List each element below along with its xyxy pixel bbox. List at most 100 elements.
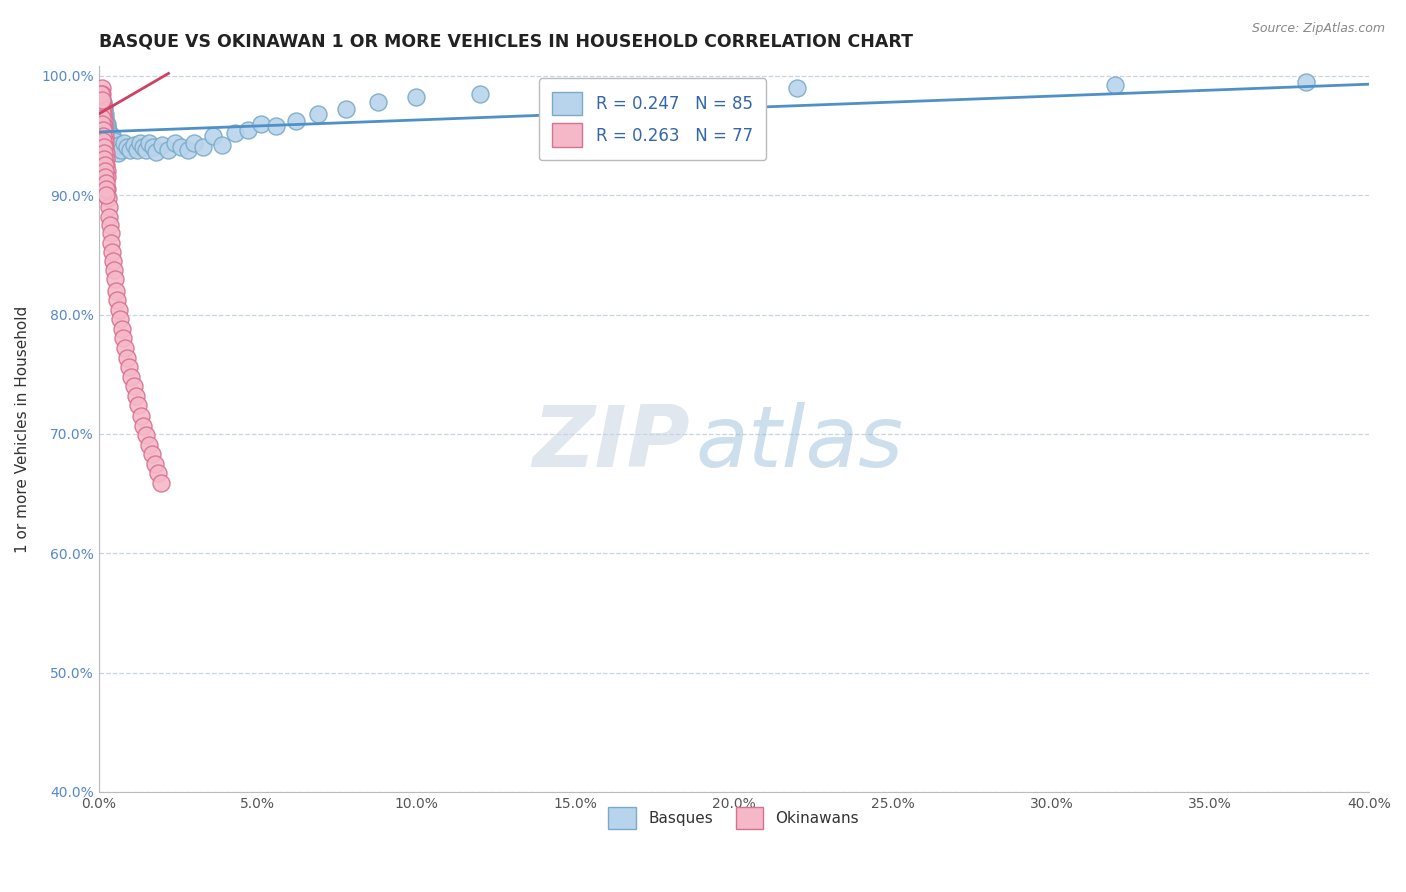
Point bbox=[122, 379, 145, 393]
Point bbox=[93, 122, 115, 136]
Point bbox=[128, 136, 150, 150]
Point bbox=[91, 98, 114, 112]
Legend: Basques, Okinawans: Basques, Okinawans bbox=[602, 801, 865, 835]
Point bbox=[96, 188, 118, 202]
Point bbox=[468, 87, 491, 101]
Point bbox=[93, 131, 115, 145]
Point bbox=[100, 135, 122, 149]
Point bbox=[93, 119, 115, 133]
Point bbox=[103, 135, 125, 149]
Point bbox=[90, 104, 112, 119]
Point bbox=[91, 128, 114, 143]
Point bbox=[90, 80, 112, 95]
Point bbox=[90, 87, 112, 101]
Point bbox=[96, 170, 118, 185]
Point bbox=[97, 126, 120, 140]
Point bbox=[90, 93, 112, 107]
Point bbox=[129, 409, 152, 423]
Point bbox=[367, 95, 389, 109]
Point bbox=[110, 143, 132, 157]
Point bbox=[100, 235, 122, 250]
Point bbox=[90, 98, 112, 112]
Point bbox=[94, 176, 117, 190]
Text: ZIP: ZIP bbox=[531, 402, 689, 485]
Point bbox=[107, 302, 129, 317]
Point bbox=[93, 117, 115, 131]
Point bbox=[104, 271, 127, 285]
Point bbox=[91, 107, 114, 121]
Point bbox=[125, 389, 148, 403]
Y-axis label: 1 or more Vehicles in Household: 1 or more Vehicles in Household bbox=[15, 305, 30, 553]
Point bbox=[100, 140, 122, 154]
Point bbox=[236, 122, 259, 136]
Point bbox=[335, 102, 357, 116]
Point bbox=[90, 98, 112, 112]
Point bbox=[91, 117, 114, 131]
Point bbox=[101, 253, 124, 268]
Point bbox=[1295, 75, 1317, 89]
Point bbox=[115, 351, 138, 365]
Point bbox=[405, 90, 427, 104]
Point bbox=[93, 107, 115, 121]
Point bbox=[91, 95, 114, 109]
Point bbox=[135, 428, 157, 442]
Point bbox=[91, 102, 114, 116]
Point bbox=[224, 126, 246, 140]
Point bbox=[120, 143, 142, 157]
Point bbox=[141, 447, 163, 461]
Point bbox=[786, 80, 808, 95]
Point bbox=[97, 135, 120, 149]
Point bbox=[105, 284, 128, 298]
Point bbox=[94, 164, 117, 178]
Point bbox=[93, 140, 115, 154]
Point bbox=[94, 111, 117, 125]
Point bbox=[143, 457, 166, 471]
Point bbox=[96, 128, 118, 143]
Point bbox=[201, 128, 224, 143]
Point bbox=[150, 475, 173, 490]
Point bbox=[111, 322, 134, 336]
Point bbox=[90, 104, 112, 119]
Point bbox=[101, 128, 124, 143]
Point bbox=[103, 143, 125, 157]
Point bbox=[132, 418, 155, 433]
Point bbox=[96, 158, 118, 172]
Point bbox=[90, 102, 112, 116]
Point bbox=[266, 119, 288, 133]
Point bbox=[93, 135, 115, 149]
Point bbox=[94, 170, 117, 185]
Point bbox=[93, 146, 115, 161]
Point bbox=[98, 218, 121, 232]
Point bbox=[94, 135, 117, 149]
Point bbox=[93, 114, 115, 128]
Point bbox=[93, 111, 115, 125]
Point bbox=[596, 83, 619, 97]
Point bbox=[93, 102, 115, 116]
Point bbox=[118, 359, 141, 374]
Point bbox=[90, 87, 112, 101]
Point bbox=[91, 93, 114, 107]
Point bbox=[93, 98, 115, 112]
Point bbox=[98, 131, 121, 145]
Point bbox=[112, 136, 135, 150]
Point bbox=[93, 114, 115, 128]
Point bbox=[94, 140, 117, 154]
Point bbox=[157, 143, 180, 157]
Point bbox=[91, 107, 114, 121]
Point bbox=[101, 138, 124, 153]
Point bbox=[97, 200, 120, 214]
Point bbox=[91, 117, 114, 131]
Point bbox=[125, 143, 148, 157]
Point bbox=[97, 122, 120, 136]
Point bbox=[93, 122, 115, 136]
Point bbox=[94, 153, 117, 167]
Point bbox=[183, 136, 205, 150]
Point bbox=[307, 107, 329, 121]
Point bbox=[127, 398, 149, 412]
Point bbox=[94, 122, 117, 136]
Point bbox=[170, 140, 193, 154]
Point bbox=[211, 138, 233, 153]
Point bbox=[91, 98, 114, 112]
Point bbox=[91, 102, 114, 116]
Point bbox=[145, 145, 167, 160]
